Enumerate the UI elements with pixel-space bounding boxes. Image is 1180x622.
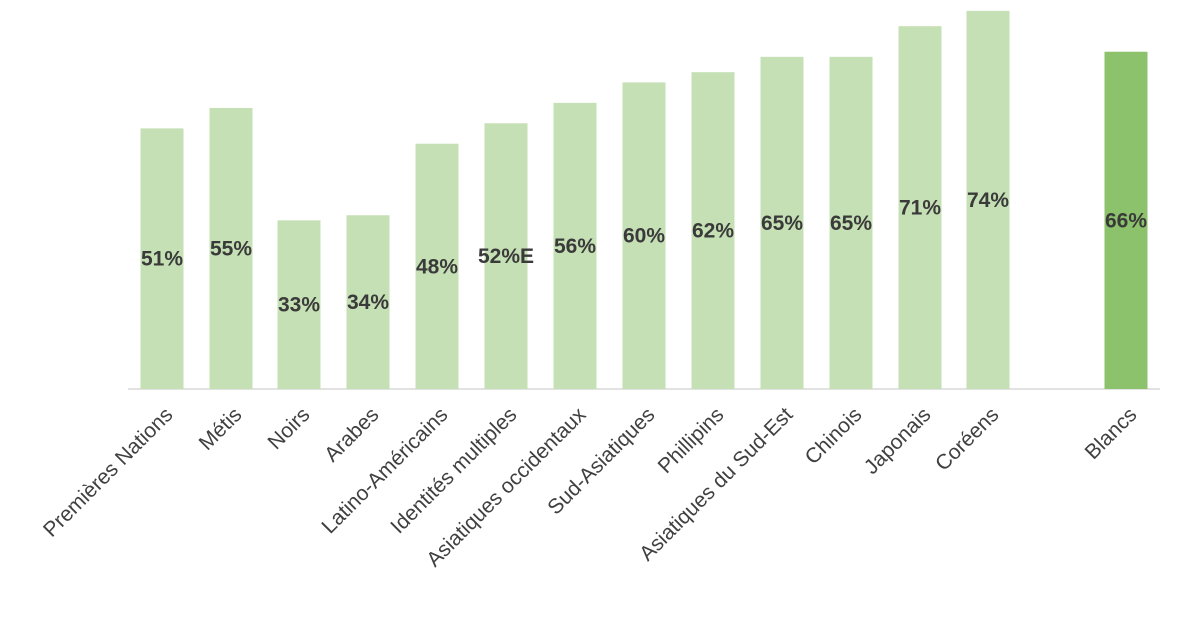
data-label-9: 65% <box>761 212 803 235</box>
bar-5 <box>484 123 528 389</box>
bar-4 <box>415 143 459 389</box>
bar-7 <box>622 82 666 390</box>
data-label-10: 65% <box>830 212 872 235</box>
data-label-2: 33% <box>278 294 320 317</box>
category-label-1: Métis <box>195 403 247 455</box>
bar-12 <box>966 10 1010 390</box>
bar-8 <box>691 72 735 390</box>
data-label-3: 34% <box>347 291 389 314</box>
category-label-13: Blancs <box>1081 403 1142 464</box>
data-label-11: 71% <box>899 197 941 220</box>
data-label-6: 56% <box>554 235 596 258</box>
category-label-4: Latino-Américains <box>317 403 452 538</box>
data-label-0: 51% <box>141 248 183 271</box>
data-label-12: 74% <box>967 189 1009 212</box>
data-label-1: 55% <box>210 237 252 260</box>
data-label-8: 62% <box>692 220 734 243</box>
category-label-12: Coréens <box>931 403 1003 475</box>
bar-13 <box>1104 51 1148 390</box>
bars-group <box>140 10 1148 390</box>
bar-1 <box>209 107 253 389</box>
data-label-7: 60% <box>623 225 665 248</box>
data-label-13: 66% <box>1105 209 1147 232</box>
category-label-2: Noirs <box>264 403 315 454</box>
data-label-4: 48% <box>416 255 458 278</box>
category-label-0: Premières Nations <box>39 403 177 541</box>
data-label-5: 52%E <box>478 245 534 268</box>
bar-9 <box>760 56 804 389</box>
category-label-3: Arabes <box>320 403 383 466</box>
bar-3 <box>346 215 390 389</box>
bar-10 <box>829 56 873 389</box>
bar-11 <box>898 26 942 389</box>
data-labels-group: 51% 55% 33% 34% 48% 52%E 56% 60% 62% 65% 65% 71% 74%… <box>141 189 1147 317</box>
category-label-11: Japonais <box>860 403 936 479</box>
bar-2 <box>277 220 321 389</box>
category-label-5: Identités multiples <box>386 403 521 538</box>
category-label-10: Chinois <box>801 403 867 469</box>
category-labels-group: Premières Nations Métis Noirs ArabesLatino-… <box>39 403 1141 572</box>
bar-6 <box>553 102 597 389</box>
bar-0 <box>140 128 184 389</box>
